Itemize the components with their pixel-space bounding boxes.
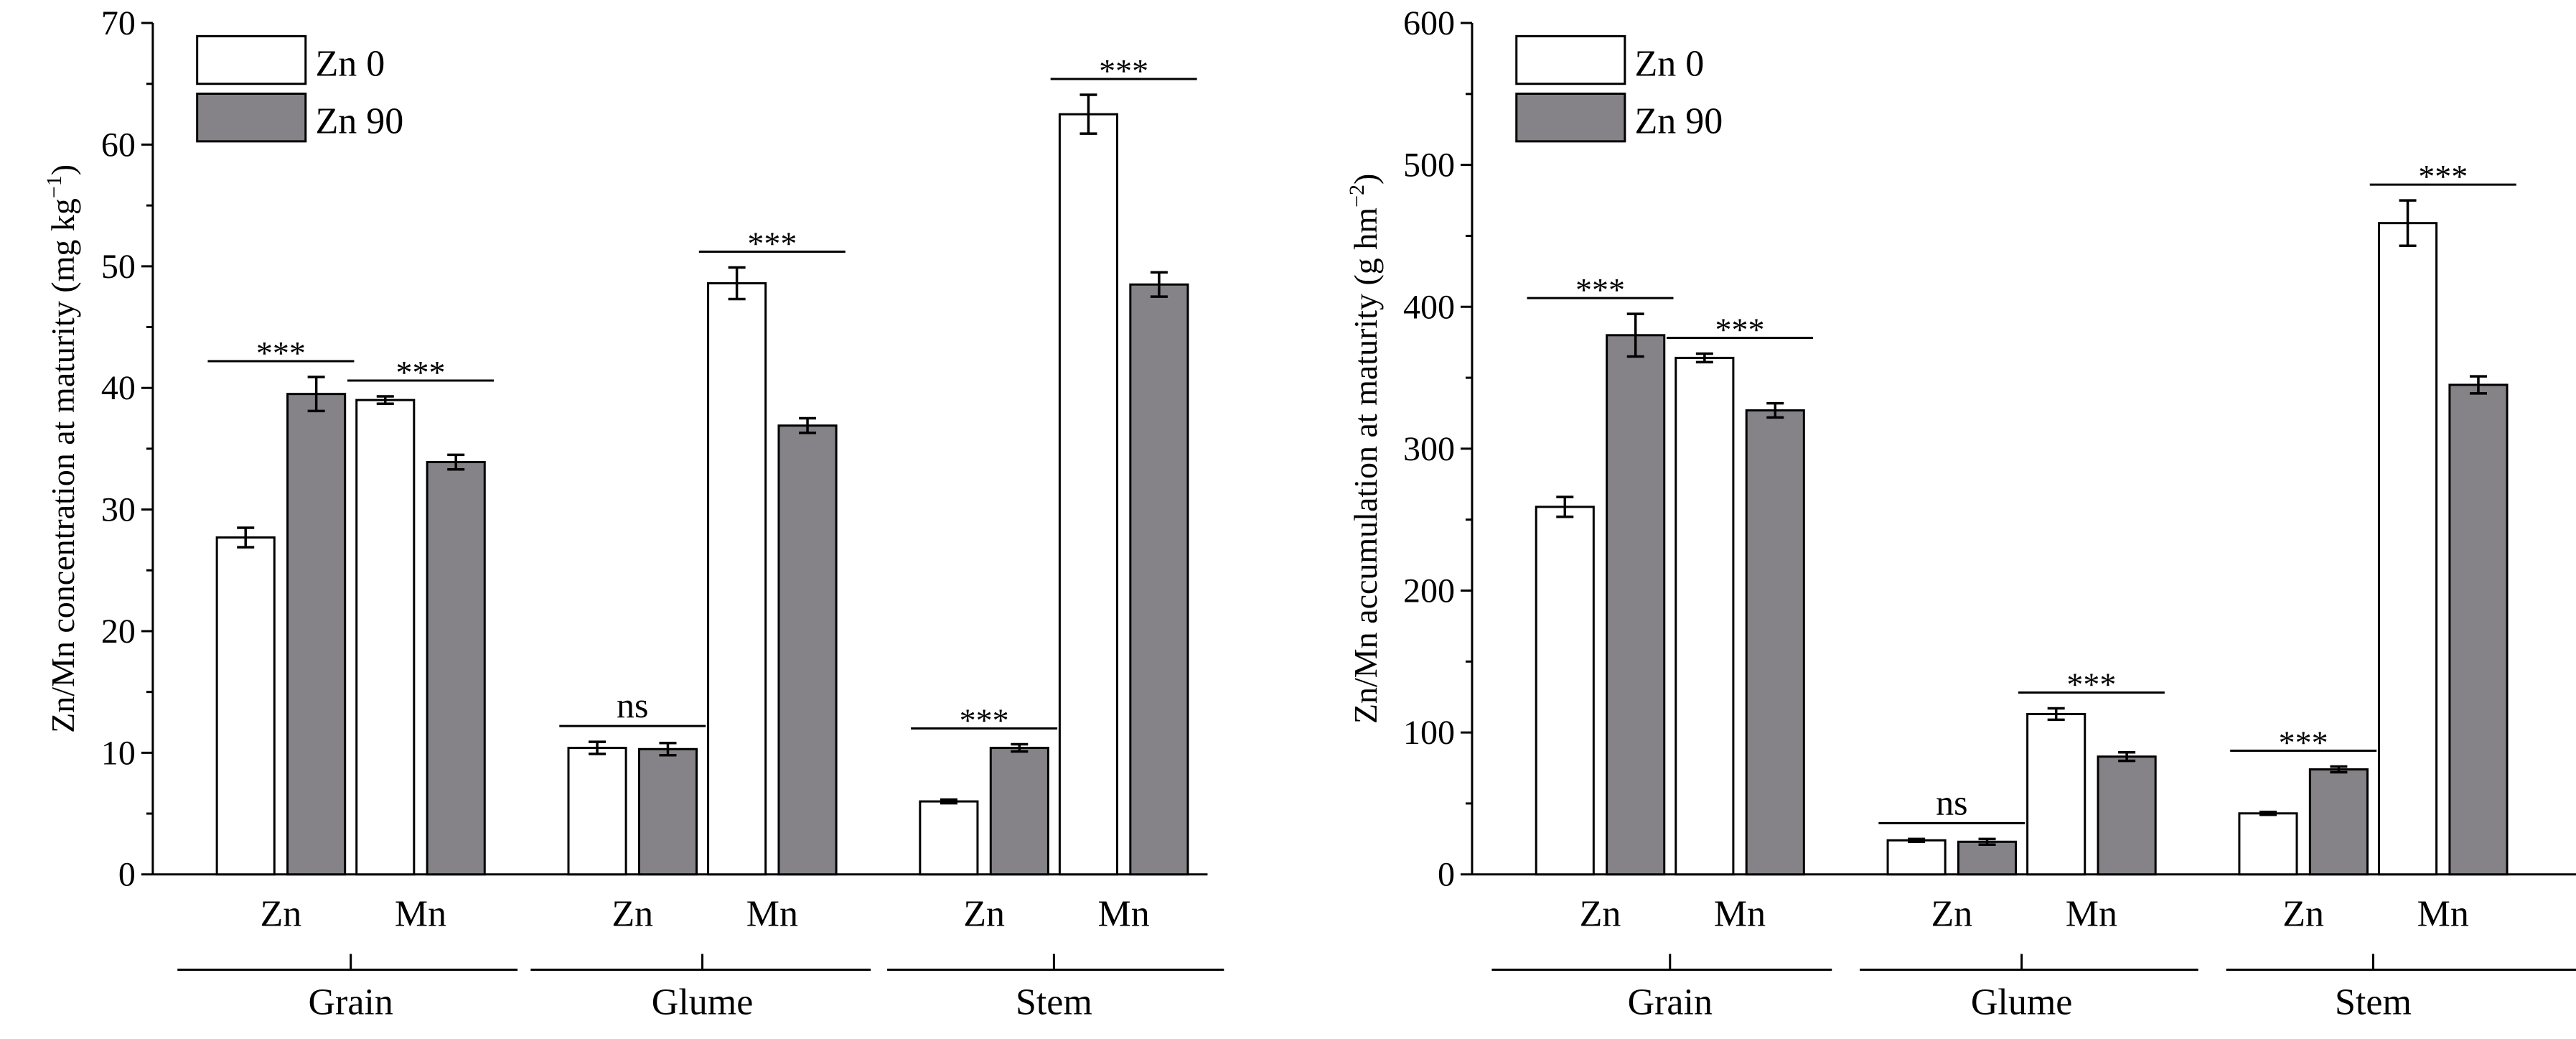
x-tick-label: Zn	[612, 894, 653, 935]
legend-swatch-zn0	[196, 34, 307, 85]
legend-label: Zn 0	[315, 43, 385, 84]
significance-label: ***	[395, 354, 445, 391]
y-axis-label-text: Zn/Mn accumulation at maturity (g hm	[1347, 208, 1384, 724]
significance-label: ***	[1575, 271, 1625, 308]
significance-label: ***	[1715, 311, 1765, 348]
bar-zn90	[2097, 755, 2157, 876]
bar-zn90	[637, 747, 698, 876]
y-axis-label-text: Zn/Mn concentration at maturity (mg kg	[45, 198, 81, 733]
y-axis-label: Zn/Mn accumulation at maturity (g hm−2)	[1345, 174, 1384, 724]
legend-swatch-zn0	[1515, 34, 1626, 85]
y-tick-label: 60	[101, 126, 136, 164]
bar-zn0	[215, 536, 276, 876]
y-tick-label: 100	[1403, 714, 1455, 752]
significance-label: ***	[960, 702, 1009, 739]
panel-concentration: 0 10 20 30 40 50 60 70 Zn/Mn concentration at ma…	[42, 4, 1224, 1023]
bar-zn0	[919, 800, 979, 876]
y-tick-label: 30	[101, 491, 136, 529]
bar-zn90	[1745, 409, 1805, 876]
bar-zn0	[1535, 505, 1595, 876]
legend-swatch-zn90	[196, 92, 307, 143]
bar-zn90	[2308, 768, 2369, 876]
bar-zn0	[1675, 356, 1735, 876]
group-label: Glume	[1971, 982, 2073, 1023]
group-label: Grain	[1628, 982, 1713, 1023]
y-tick-label: 50	[101, 248, 136, 286]
y-tick-label: 20	[101, 612, 136, 651]
bar-zn90	[1957, 840, 2018, 876]
x-tick-label: Zn	[963, 894, 1005, 935]
legend-label: Zn 90	[1635, 101, 1723, 141]
x-tick-label: Zn	[1931, 894, 1972, 935]
bar-zn0	[567, 747, 627, 876]
bar-zn90	[2448, 383, 2509, 876]
y-tick-label: 10	[101, 734, 136, 772]
bar-zn0	[355, 399, 416, 876]
x-tick-label: Mn	[395, 894, 446, 935]
x-tick-label: Zn	[1580, 894, 1621, 935]
x-tick-label: Mn	[1714, 894, 1766, 935]
x-tick-label: Mn	[2066, 894, 2117, 935]
significance-label: ***	[1099, 52, 1148, 89]
y-tick-label: 40	[101, 369, 136, 407]
significance-label: ns	[617, 685, 648, 725]
group-label: Stem	[1016, 982, 1092, 1023]
significance-label: ns	[1936, 782, 1967, 822]
significance-label: ***	[2279, 724, 2328, 761]
y-tick-label: 0	[118, 856, 136, 894]
y-axis-label-end: )	[45, 164, 81, 175]
x-tick-label: Mn	[2417, 894, 2469, 935]
y-tick-label: 400	[1403, 288, 1455, 326]
bar-zn0	[1058, 113, 1119, 876]
group-label: Stem	[2335, 982, 2412, 1023]
bar-zn90	[777, 424, 838, 876]
y-axis-label-superscript: −2	[1345, 185, 1369, 208]
x-tick-label: Mn	[1098, 894, 1150, 935]
bar-zn90	[426, 461, 486, 876]
significance-label: ***	[2066, 666, 2116, 703]
bar-zn0	[1886, 839, 1947, 876]
bar-zn0	[707, 282, 767, 876]
significance-label: ***	[2418, 158, 2468, 195]
y-axis-label: Zn/Mn concentration at maturity (mg kg−1…	[42, 164, 81, 733]
y-tick-label: 70	[101, 4, 136, 42]
significance-label: ***	[747, 225, 797, 262]
x-tick-label: Zn	[261, 894, 302, 935]
bar-zn0	[2238, 812, 2298, 876]
y-tick-label: 500	[1403, 146, 1455, 185]
bar-zn0	[2026, 712, 2086, 876]
y-axis-label-superscript: −1	[42, 175, 66, 198]
group-label: Grain	[308, 982, 393, 1023]
legend-label: Zn 90	[315, 101, 403, 141]
y-tick-label: 200	[1403, 572, 1455, 610]
x-tick-label: Mn	[746, 894, 798, 935]
y-tick-label: 600	[1403, 4, 1455, 42]
legend-swatch-zn90	[1515, 92, 1626, 143]
y-tick-label: 300	[1403, 430, 1455, 468]
bar-zn90	[989, 747, 1049, 876]
x-tick-label: Zn	[2282, 894, 2324, 935]
bar-zn90	[1129, 283, 1189, 876]
y-tick-label: 0	[1438, 856, 1455, 894]
bar-zn90	[1606, 334, 1666, 876]
panel-accumulation: 0 100 200 300 400 500 600 Zn/Mn accumulation at…	[1345, 4, 2576, 1023]
legend-label: Zn 0	[1635, 43, 1705, 84]
bar-zn90	[286, 393, 347, 876]
bar-zn0	[2377, 222, 2438, 876]
significance-label: ***	[256, 335, 306, 371]
group-label: Glume	[652, 982, 754, 1023]
y-axis-label-end: )	[1347, 174, 1384, 185]
